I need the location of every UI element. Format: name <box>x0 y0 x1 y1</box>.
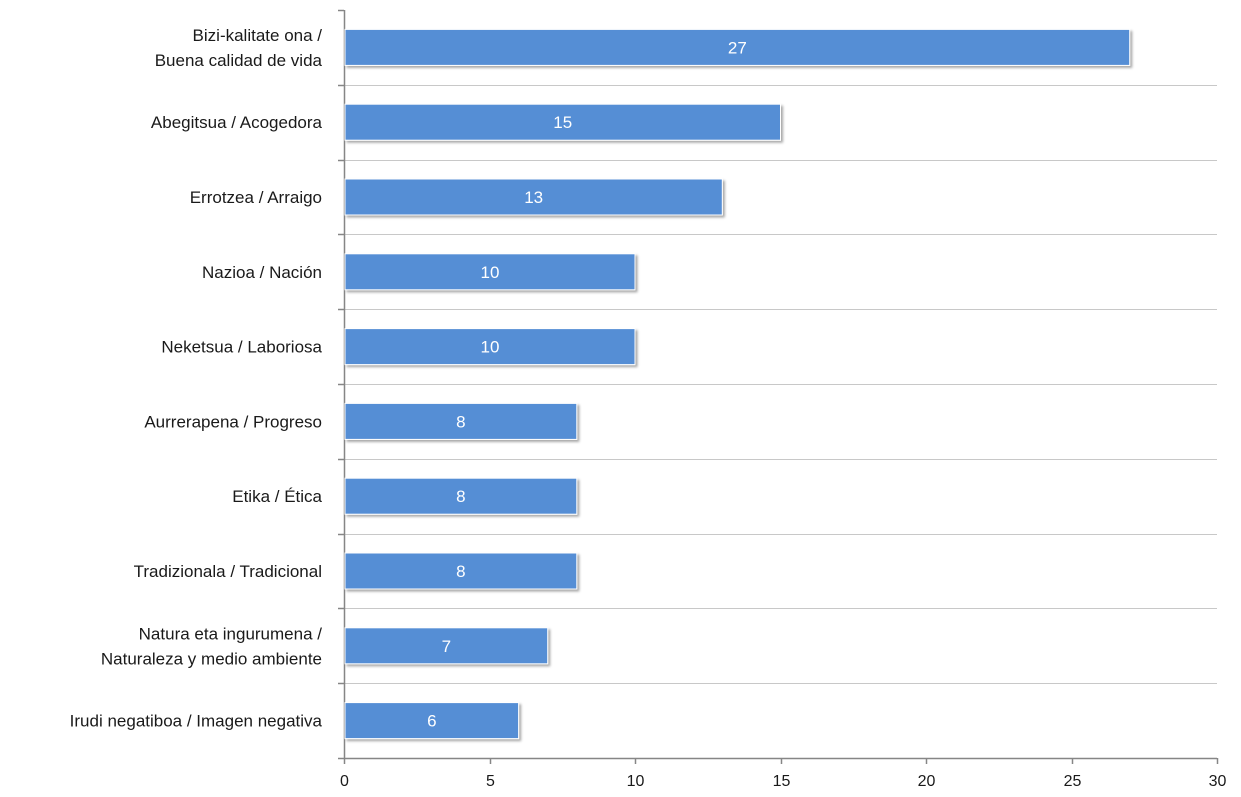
category-label: Errotzea / Arraigo <box>190 188 322 207</box>
data-label: 7 <box>442 637 451 656</box>
data-label: 6 <box>427 712 436 731</box>
bar <box>344 178 723 216</box>
category-label: Buena calidad de vida <box>155 51 323 70</box>
bars <box>344 28 1131 740</box>
data-label: 8 <box>456 487 465 506</box>
x-tick-label: 15 <box>773 773 791 790</box>
data-label: 27 <box>728 38 747 57</box>
x-tick-label: 0 <box>340 773 349 790</box>
bar <box>344 253 636 291</box>
x-tick-label: 5 <box>486 773 495 790</box>
x-tick-label: 10 <box>627 773 645 790</box>
x-tick-label: 30 <box>1209 773 1227 790</box>
category-label: Tradizionala / Tradicional <box>134 562 322 581</box>
labels: 0 5 10 15 20 25 30 27 Bizi-kalitate ona / Buena c… <box>70 26 1227 790</box>
gridlines <box>344 85 1217 684</box>
category-label: Irudi negatiboa / Imagen negativa <box>70 712 323 731</box>
bar <box>344 552 578 590</box>
data-label: 13 <box>524 188 543 207</box>
bar <box>344 477 578 515</box>
data-label: 8 <box>456 412 465 431</box>
x-tick-label: 25 <box>1064 773 1082 790</box>
bar <box>344 402 578 440</box>
bar <box>344 28 1131 66</box>
category-label: Bizi-kalitate ona / <box>193 26 323 45</box>
data-label: 10 <box>481 263 500 282</box>
category-label: Nazioa / Nación <box>202 263 322 282</box>
category-label: Neketsua / Laboriosa <box>161 338 322 357</box>
category-label: Naturaleza y medio ambiente <box>101 649 322 668</box>
data-label: 10 <box>481 338 500 357</box>
data-label: 15 <box>553 113 572 132</box>
category-label: Abegitsua / Acogedora <box>151 113 323 132</box>
bar <box>344 328 636 366</box>
category-label: Natura eta ingurumena / <box>139 624 323 643</box>
x-tick-label: 20 <box>918 773 936 790</box>
category-label: Etika / Ética <box>232 487 322 506</box>
bar <box>344 702 520 740</box>
bar <box>344 103 781 141</box>
bar <box>344 627 549 665</box>
data-label: 8 <box>456 562 465 581</box>
category-label: Aurrerapena / Progreso <box>144 412 322 431</box>
